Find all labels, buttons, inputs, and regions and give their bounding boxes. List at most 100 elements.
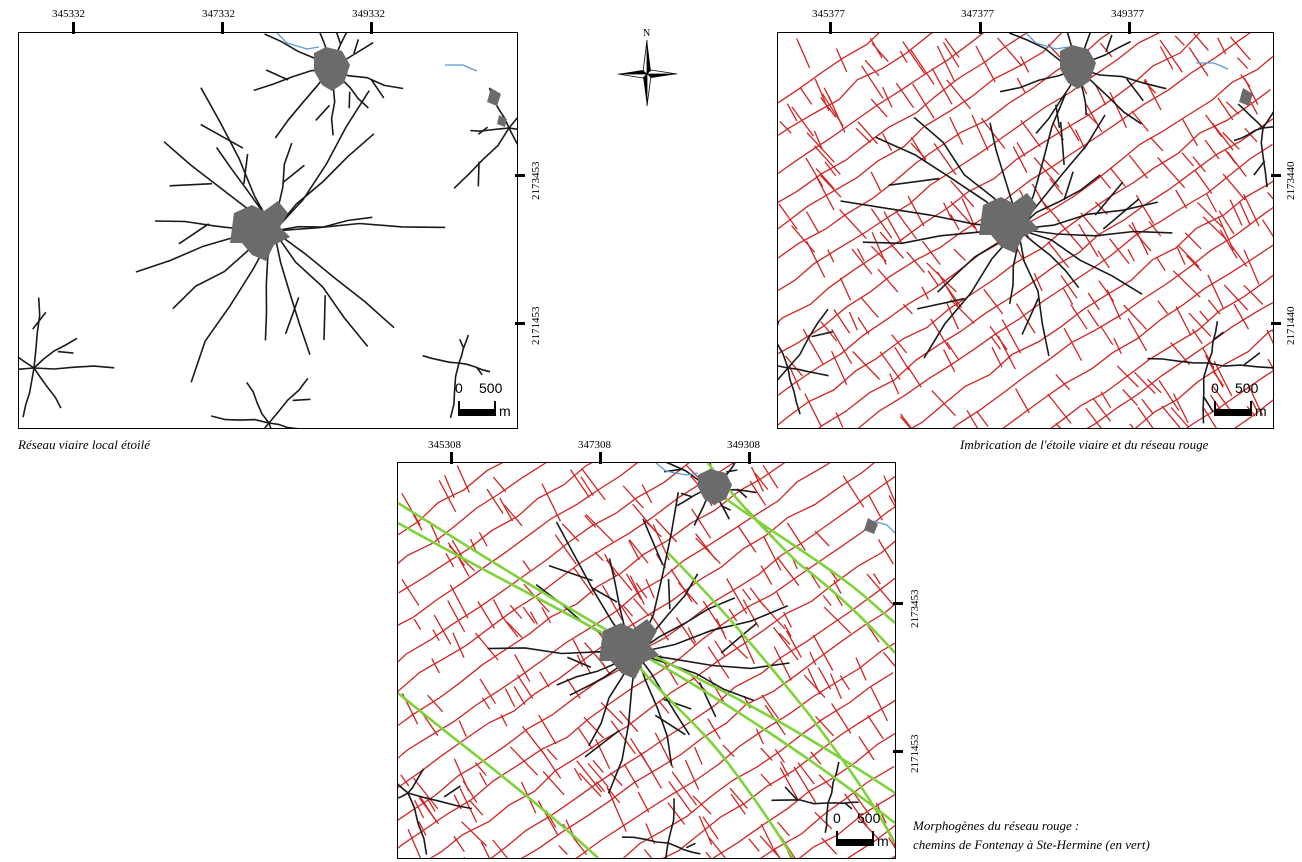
red-road-segment [690,674,707,692]
red-road-segment [851,248,873,275]
red-road-segment [760,773,773,787]
map-frame: 0 500 m [777,32,1274,429]
red-road-segment [820,175,842,198]
star-road [635,652,754,702]
x-tick-label: 345308 [428,439,461,451]
scale-bar-tick [494,401,496,416]
scale-bar-graphic [1214,409,1252,416]
red-road-segment [1262,219,1273,238]
panel-caption-line-2: chemins de Fontenay à Ste-Hermine (en ve… [913,837,1150,852]
star-road [1237,103,1264,129]
red-road-segment [946,341,960,361]
red-road-segment [606,786,616,805]
red-road-segment [855,657,867,681]
red-road-segment [1229,36,1251,61]
star-road [19,356,35,369]
red-road-segment [1060,275,1078,299]
star-road [19,367,35,370]
red-road-segment [778,203,798,230]
red-road-segment [414,799,425,819]
red-road-segment [492,839,509,858]
red-road-segment [949,116,964,145]
red-road-segment [831,350,848,385]
red-road-segment [882,651,895,667]
red-road-segment [848,311,858,331]
red-road-segment [1016,77,1026,93]
red-road-segment [469,799,484,816]
red-road-segment [827,249,835,263]
red-road-segment [1020,119,1041,148]
red-road-segment [644,520,662,538]
red-road-segment [1001,319,1022,354]
scale-unit-label: m [1255,403,1267,419]
y-tick-label: 2171453 [909,734,921,774]
red-road-segment [1143,79,1156,94]
map-canvas-right [778,33,1273,428]
red-road-segment [815,715,835,737]
red-road [778,33,1251,355]
red-road-segment [1087,309,1100,327]
red-road-segment [788,365,801,391]
red-road-segment [581,468,606,501]
red-road-segment [433,614,452,645]
red-road-segment [900,413,912,428]
red-road-segment [921,240,941,265]
red-road-segment [481,697,491,710]
red-road-segment [444,474,455,499]
water-streams [655,463,895,534]
red-road-segment [418,821,427,836]
red-road-segment [857,121,878,145]
red-road-segment [461,821,488,847]
star-road [787,367,801,415]
red-road-segment [821,837,838,855]
star-road [449,362,460,418]
red-road-segment [503,504,523,527]
red-road-segment [778,632,791,645]
y-tick-label: 2173453 [909,589,921,629]
red-road-segment [1181,152,1194,167]
red-road-segment [879,231,904,259]
red-road-segment [692,795,712,815]
star-road-branch [726,469,738,473]
star-road-branch [1102,198,1140,230]
red-road-segment [432,629,440,642]
red-road-segment [868,495,883,521]
red-road-segment [1098,280,1115,302]
red-road-segment [425,796,436,812]
star-road [22,367,35,418]
red-road-segment [609,772,623,786]
red-road [778,89,1271,426]
red-road-segment [839,675,851,691]
red-road-segment [726,578,748,615]
red-road-segment [1191,328,1203,345]
red-road [1050,274,1273,428]
red-road-segment [1070,304,1088,330]
red-road-segment [1131,221,1149,256]
scale-bar-tick [836,831,838,846]
red-road-segment [1174,35,1185,46]
star-road-network [778,33,1273,424]
red-road-segment [649,613,670,641]
star-road-branch [477,126,489,135]
red-road-segment [1217,216,1234,251]
red-road-segment [708,837,727,858]
red-road-segment [516,674,534,699]
x-tick [599,452,602,464]
red-road-segment [1098,174,1112,189]
red-road-segment [474,762,487,776]
red-road-segment [1173,393,1189,424]
red-road-segment [668,781,692,813]
red-road-segment [541,483,561,522]
star-road [508,117,517,129]
red-road-segment [785,630,802,658]
red-road-segment [576,654,584,668]
red-road-segment [1137,406,1154,428]
star-road-branch [642,518,664,566]
red-road-segment [953,248,966,262]
red-road-segment [870,208,893,239]
red-road-segment [976,411,989,427]
x-tick-label: 349308 [727,439,760,451]
red-road-segment [1080,212,1101,237]
red-road [398,463,547,565]
star-road-branch [32,311,47,330]
